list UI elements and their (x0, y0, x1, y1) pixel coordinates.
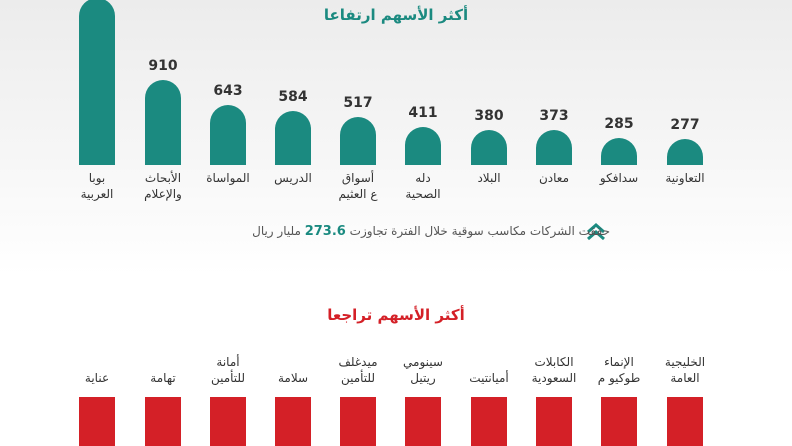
bar-stub (405, 397, 441, 446)
bar-stub (601, 397, 637, 446)
category-label: الخليجية العامة (664, 355, 706, 385)
category-label: سينومي ريتيل (403, 355, 443, 385)
category-label: الإنماء طوكيو م (597, 355, 641, 385)
top-panel (0, 0, 792, 275)
value-label: 910 (148, 58, 178, 75)
bar-stub (210, 397, 246, 446)
value-label: 643 (213, 83, 243, 100)
bar-stub (667, 397, 703, 446)
note-text: حققت الشركات مكاسب سوقية خلال الفترة تجا… (349, 224, 610, 238)
category-label: الأبحاث والإعلام (144, 171, 182, 201)
chevron-icon (587, 223, 605, 241)
category-label: أميانتيت (469, 371, 509, 385)
chart-title: أكثر الأسهم ارتفاعا (323, 6, 469, 24)
bar (536, 130, 572, 165)
category-label: البلاد (477, 171, 501, 185)
category-label: بوبا العربية (80, 171, 114, 201)
bar-stub (145, 397, 181, 446)
category-label: معادن (538, 171, 570, 185)
bar (79, 0, 115, 165)
chart-title: أكثر الأسهم تراجعا (327, 306, 465, 324)
value-label: 277 (670, 117, 700, 134)
value-label: 285 (604, 116, 634, 133)
bar-stub (471, 397, 507, 446)
bar (667, 139, 703, 165)
category-label: أسواق ع العثيم (338, 171, 378, 201)
value-label: 380 (474, 107, 504, 124)
category-label: سدافكو (599, 171, 639, 185)
bar-stub (79, 397, 115, 446)
bar (145, 80, 181, 165)
category-label: دله الصحية (405, 171, 441, 201)
category-label: ميدغلف للتأمين (338, 355, 378, 385)
bar-stub (536, 397, 572, 446)
bar (340, 116, 376, 165)
bar (210, 105, 246, 165)
note: حققت الشركات مكاسب سوقية خلال الفترة تجا… (150, 224, 610, 239)
bar-stub (275, 397, 311, 446)
bar (471, 129, 507, 165)
category-label: تهامة (150, 371, 176, 385)
bar-stub (340, 397, 376, 446)
category-label: التعاونية (665, 171, 705, 185)
category-label: الكابلات السعودية (531, 355, 577, 385)
note-value: 273.6 (304, 224, 346, 239)
category-label: سلامة (277, 371, 309, 385)
value-label: 373 (539, 108, 569, 125)
bar (601, 138, 637, 165)
value-label: 584 (278, 88, 308, 105)
bar (405, 126, 441, 165)
bar (275, 110, 311, 165)
category-label: عناية (84, 371, 110, 385)
value-label: 411 (408, 104, 438, 121)
note-text: مليار ريال (252, 224, 301, 238)
category-label: الدريس (274, 171, 312, 185)
category-label: أمانة للتأمين (210, 355, 246, 385)
value-label: 517 (343, 94, 373, 111)
category-label: المواساة (206, 171, 250, 185)
